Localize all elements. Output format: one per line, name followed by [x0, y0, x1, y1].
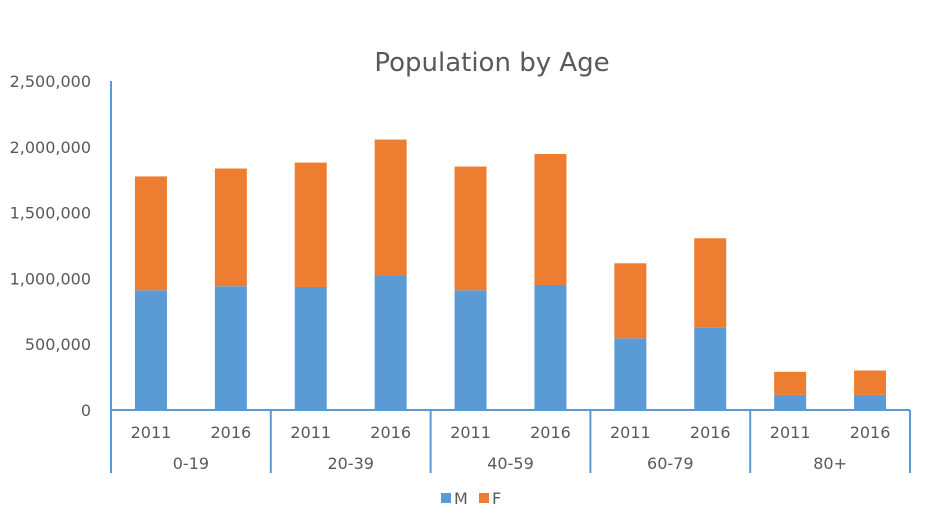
x-group-label: 80+ — [813, 454, 847, 473]
x-group-label: 20-39 — [327, 454, 374, 473]
x-tick-label: 2011 — [131, 423, 172, 442]
bar-segment-m-20-39-2011 — [294, 286, 327, 410]
bar-segment-f-80+-2011 — [774, 371, 807, 395]
bar-segment-f-0-19-2011 — [134, 176, 167, 291]
bar-segment-m-80+-2011 — [774, 394, 807, 410]
x-tick-label: 2011 — [450, 423, 491, 442]
x-tick-label: 2011 — [770, 423, 811, 442]
y-tick-label: 500,000 — [25, 335, 91, 354]
x-axis: 2011 2016 2011 2016 2011 2016 2011 2016 2011 2016… — [110, 409, 911, 473]
bars — [134, 139, 887, 410]
x-group-label: 0-19 — [173, 454, 209, 473]
bar-segment-f-60-79-2011 — [614, 263, 647, 339]
legend-swatch-m — [441, 493, 451, 503]
y-axis: 0 500,000 1,000,000 1,500,000 2,000,000 2,500… — [10, 72, 112, 420]
legend-label-m: M — [454, 489, 468, 508]
bar-segment-f-40-59-2011 — [454, 166, 487, 291]
legend-label-f: F — [492, 489, 501, 508]
bar-segment-f-0-19-2016 — [214, 168, 247, 287]
bar-segment-m-0-19-2011 — [134, 290, 167, 410]
bar-segment-f-20-39-2011 — [294, 162, 327, 287]
y-tick-label: 0 — [81, 401, 91, 420]
y-tick-label: 1,500,000 — [10, 204, 91, 223]
x-tick-label: 2016 — [530, 423, 571, 442]
x-group-label: 60-79 — [647, 454, 694, 473]
bar-segment-m-40-59-2016 — [534, 284, 567, 410]
bar-segment-m-60-79-2016 — [694, 327, 727, 410]
x-group-label: 40-59 — [487, 454, 534, 473]
bar-segment-m-40-59-2011 — [454, 290, 487, 410]
legend-swatch-f — [479, 493, 489, 503]
bar-segment-m-60-79-2011 — [614, 338, 647, 410]
chart-title: Population by Age — [374, 48, 609, 78]
x-tick-label: 2016 — [690, 423, 731, 442]
x-tick-label: 2011 — [290, 423, 331, 442]
bar-segment-f-20-39-2016 — [374, 139, 407, 276]
y-tick-label: 1,000,000 — [10, 269, 91, 288]
y-tick-label: 2,500,000 — [10, 72, 91, 91]
x-tick-label: 2016 — [210, 423, 251, 442]
bar-segment-m-80+-2016 — [854, 394, 887, 410]
bar-segment-f-80+-2016 — [854, 370, 887, 395]
bar-segment-m-0-19-2016 — [214, 286, 247, 410]
x-tick-label: 2016 — [370, 423, 411, 442]
y-tick-label: 2,000,000 — [10, 138, 91, 157]
x-tick-label: 2011 — [610, 423, 651, 442]
bar-segment-f-40-59-2016 — [534, 154, 567, 285]
bar-segment-f-60-79-2016 — [694, 238, 727, 328]
bar-segment-m-20-39-2016 — [374, 275, 407, 410]
x-tick-label: 2016 — [850, 423, 891, 442]
